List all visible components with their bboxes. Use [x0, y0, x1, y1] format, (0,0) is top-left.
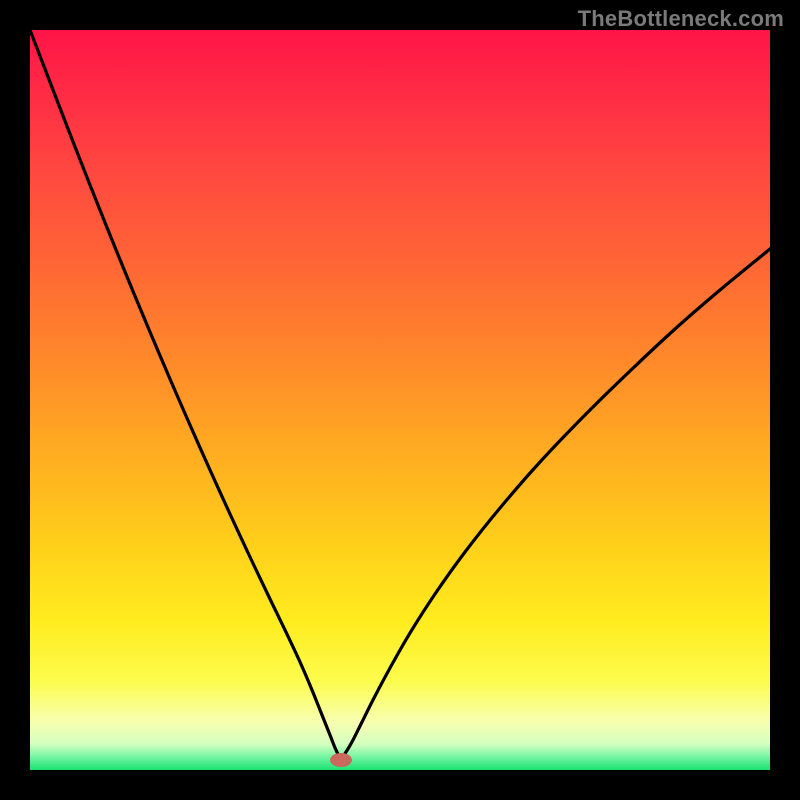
curve-layer — [30, 30, 770, 770]
chart-container: TheBottleneck.com — [0, 0, 800, 800]
minimum-marker — [330, 753, 352, 767]
plot-area — [30, 30, 770, 770]
watermark-text: TheBottleneck.com — [578, 6, 784, 32]
bottleneck-curve — [30, 30, 770, 758]
